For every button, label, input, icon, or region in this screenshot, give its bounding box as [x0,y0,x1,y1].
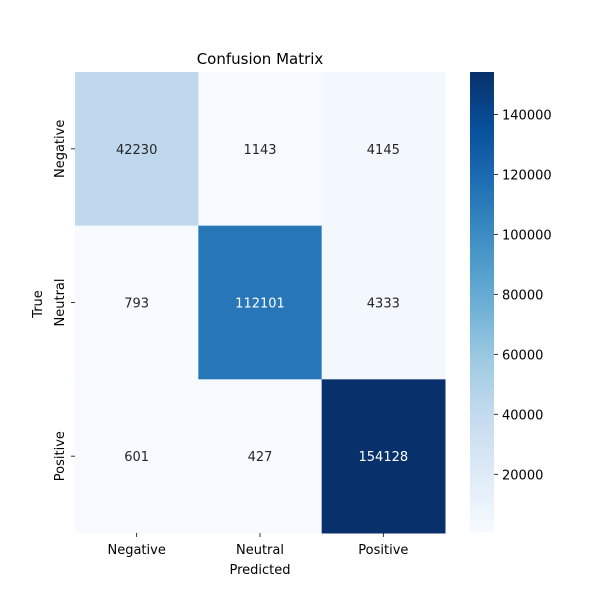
heatmap-annotations: 42230 1143 4145 793 112101 4333 601 427 154128 [116,143,408,465]
colorbar-tick-label: 100000 [502,228,552,243]
heatmap-cell [321,379,446,534]
heatmap-cell [198,72,323,227]
cell-value-label: 1143 [243,143,276,158]
x-axis: Negative Neutral Positive [107,533,408,558]
cell-value-label: 112101 [235,297,285,312]
x-axis-label: Predicted [229,563,290,578]
colorbar-tick-label: 120000 [502,168,552,183]
x-tick-label: Negative [107,543,165,558]
y-tick-label: Neutral [53,279,68,327]
y-axis-label: True [31,290,46,319]
cell-value-label: 793 [124,297,149,312]
heatmap-cell [75,379,199,534]
heatmap-cell [75,225,199,380]
y-tick-label: Positive [53,431,68,481]
y-tick-label: Negative [53,120,68,178]
cell-value-label: 154128 [359,450,409,465]
x-tick-label: Positive [358,543,408,558]
heatmap-cell [321,72,446,227]
colorbar-tick-label: 40000 [502,408,543,423]
heatmap-cell [75,72,199,227]
y-axis: Negative Neutral Positive [53,120,75,481]
heatmap-cells [75,72,446,534]
cell-value-label: 4333 [367,297,400,312]
heatmap-cell [321,225,446,380]
heatmap-cell [198,379,323,534]
colorbar-ticks: 20000 40000 60000 80000 100000 120000 140000 [494,108,552,483]
colorbar-tick-label: 80000 [502,288,543,303]
chart-title: Confusion Matrix [197,50,324,68]
cell-value-label: 427 [248,450,273,465]
cell-value-label: 42230 [116,143,157,158]
colorbar-tick-label: 20000 [502,468,543,483]
x-tick-label: Neutral [236,543,284,558]
heatmap-cell [198,225,323,380]
colorbar-tick-label: 60000 [502,348,543,363]
colorbar [470,72,494,533]
colorbar-tick-label: 140000 [502,108,552,123]
cell-value-label: 601 [124,450,149,465]
cell-value-label: 4145 [367,143,400,158]
